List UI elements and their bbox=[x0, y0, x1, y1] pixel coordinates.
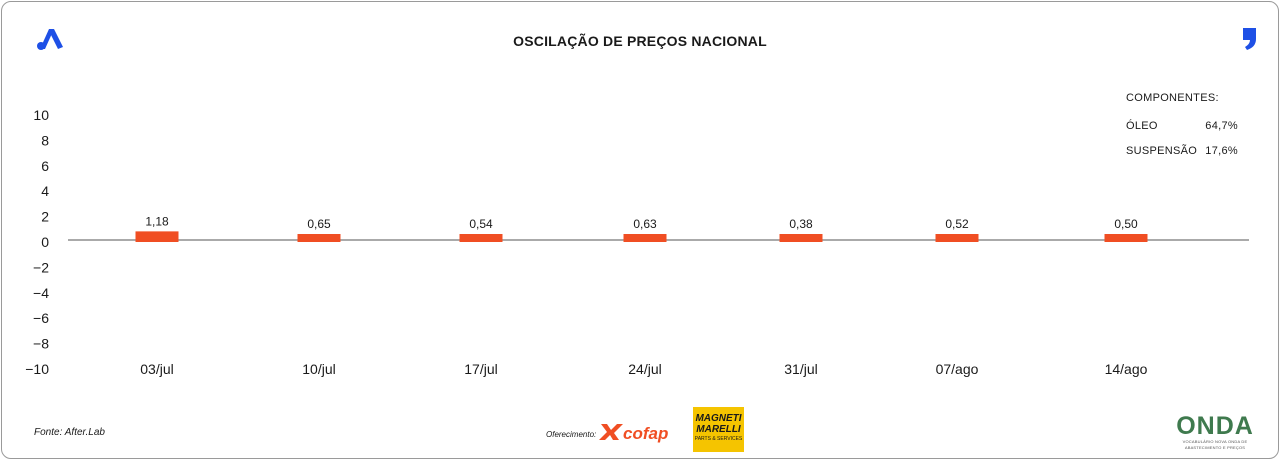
bar-24/jul bbox=[623, 234, 667, 242]
chart-title: OSCILAÇÃO DE PREÇOS NACIONAL bbox=[513, 33, 767, 49]
data-label: 1,18 bbox=[145, 214, 169, 228]
y-tick-label: −4 bbox=[33, 285, 49, 301]
onda-tagline: VOCABULÁRIO NOVA ONDA DE ABASTECIMENTO E… bbox=[1182, 439, 1248, 450]
data-label: 0,63 bbox=[633, 217, 657, 231]
y-tick-label: −2 bbox=[33, 259, 49, 275]
y-tick-label: 0 bbox=[41, 234, 49, 250]
x-tick-label: 07/ago bbox=[936, 361, 979, 377]
y-tick-label: −10 bbox=[25, 361, 49, 377]
legend-heading: COMPONENTES: bbox=[1126, 92, 1219, 104]
legend-item-value: 17,6% bbox=[1205, 145, 1238, 157]
bar-14/ago bbox=[1104, 234, 1148, 242]
x-axis-ticks: 03/jul 10/jul 17/jul 24/jul 31/jul 07/ago 14/a… bbox=[140, 361, 1147, 377]
comma-icon bbox=[1240, 27, 1258, 56]
magneti-line2: MARELLI bbox=[696, 424, 741, 435]
bar-10/jul bbox=[297, 234, 341, 242]
x-tick-label: 10/jul bbox=[302, 361, 335, 377]
cofap-wordmark: cofap bbox=[623, 424, 668, 443]
magneti-line3: PARTS & SERVICES bbox=[694, 436, 743, 442]
data-label: 0,54 bbox=[469, 217, 493, 231]
bars bbox=[135, 231, 1148, 242]
y-tick-label: 4 bbox=[41, 183, 49, 199]
bar-17/jul bbox=[459, 234, 503, 242]
data-label: 0,52 bbox=[945, 217, 969, 231]
data-label: 0,65 bbox=[307, 217, 331, 231]
x-tick-label: 17/jul bbox=[464, 361, 497, 377]
x-tick-label: 31/jul bbox=[784, 361, 817, 377]
legend-item-label: ÓLEO bbox=[1126, 120, 1158, 132]
legend-item-oleo: ÓLEO 64,7% bbox=[1126, 120, 1238, 132]
brand-a-icon bbox=[36, 25, 64, 56]
source-note: Fonte: After.Lab bbox=[34, 427, 105, 438]
data-label: 0,50 bbox=[1114, 217, 1138, 231]
components-legend: COMPONENTES: ÓLEO 64,7% SUSPENSÃO 17,6% bbox=[1126, 92, 1238, 170]
onda-logo: ONDA VOCABULÁRIO NOVA ONDA DE ABASTECIME… bbox=[1172, 413, 1258, 451]
x-tick-label: 03/jul bbox=[140, 361, 173, 377]
bar-chart: 10 8 6 4 2 0 −2 −4 −6 −8 −10 1,18 0,65 0,54 0,63 0,38 0… bbox=[25, 107, 1249, 377]
y-tick-label: 8 bbox=[41, 132, 49, 148]
x-tick-label: 14/ago bbox=[1105, 361, 1148, 377]
bar-31/jul bbox=[779, 234, 823, 242]
onda-wordmark: ONDA bbox=[1176, 412, 1254, 440]
y-tick-label: 2 bbox=[41, 209, 49, 225]
legend-item-label: SUSPENSÃO bbox=[1126, 145, 1198, 157]
magneti-line1: MAGNETI bbox=[695, 413, 742, 424]
bar-07/ago bbox=[935, 234, 979, 242]
x-tick-label: 24/jul bbox=[628, 361, 661, 377]
data-labels: 1,18 0,65 0,54 0,63 0,38 0,52 0,50 bbox=[145, 214, 1138, 231]
y-tick-label: −6 bbox=[33, 310, 49, 326]
y-tick-label: 6 bbox=[41, 158, 49, 174]
legend-item-suspensao: SUSPENSÃO 17,6% bbox=[1126, 145, 1238, 157]
legend-item-value: 64,7% bbox=[1205, 120, 1238, 132]
y-axis-ticks: 10 8 6 4 2 0 −2 −4 −6 −8 −10 bbox=[25, 107, 49, 377]
y-tick-label: 10 bbox=[33, 107, 49, 123]
cofap-logo: cofap bbox=[599, 420, 689, 449]
sponsor-label: Oferecimento: bbox=[546, 430, 597, 439]
bar-03/jul bbox=[135, 231, 179, 242]
magneti-marelli-logo: MAGNETI MARELLI PARTS & SERVICES bbox=[693, 407, 744, 452]
y-tick-label: −8 bbox=[33, 336, 49, 352]
data-label: 0,38 bbox=[789, 217, 813, 231]
